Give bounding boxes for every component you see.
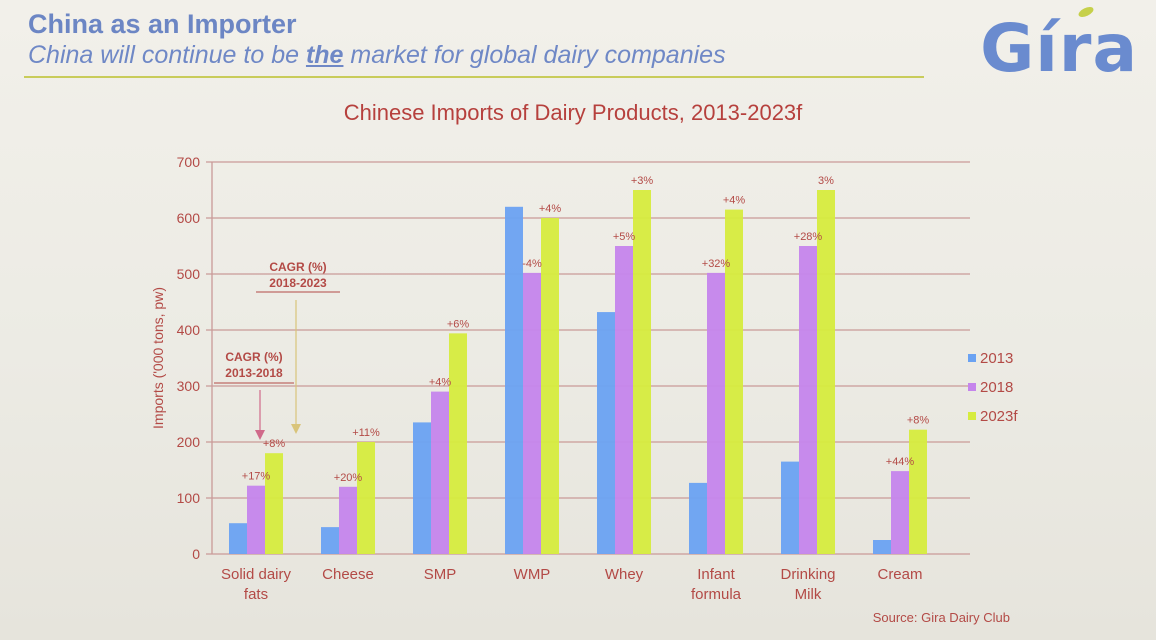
x-category-label: Cheese [322, 566, 374, 583]
chart-title: Chinese Imports of Dairy Products, 2013-… [343, 100, 803, 125]
bar-2013 [781, 461, 799, 554]
cagr-2018-2023-label: +3% [631, 175, 654, 187]
bar-2018 [247, 485, 265, 554]
cagr-2018-2023-label: +8% [263, 438, 286, 450]
bar-2013 [413, 422, 431, 554]
x-category-label: formula [691, 586, 742, 603]
bar-2013 [505, 206, 523, 555]
y-tick-label: 400 [177, 322, 201, 338]
legend-swatch-2013 [968, 354, 976, 362]
legend-label-2023f: 2023f [980, 408, 1018, 425]
bar-2023f [357, 442, 375, 554]
cagr-2013-2018-label: +20% [334, 472, 363, 484]
bar-2018 [339, 486, 357, 554]
bar-2018 [891, 471, 909, 554]
cagr-2018-2023-range: 2018-2023 [269, 276, 327, 290]
bar-2013 [873, 540, 891, 554]
bar-2018 [523, 272, 541, 554]
bar-2013 [597, 312, 615, 554]
legend-swatch-2023f [968, 412, 976, 420]
cagr-2018-2023-label: +8% [907, 415, 930, 427]
x-category-label: WMP [514, 566, 551, 583]
cagr-2013-2018-label: +5% [613, 231, 636, 243]
bar-2023f [909, 429, 927, 554]
x-category-label: fats [244, 586, 268, 603]
legend-swatch-2018 [968, 383, 976, 391]
legend-label-2013: 2013 [980, 350, 1013, 367]
x-category-label: Infant [697, 566, 735, 583]
bar-2023f [633, 190, 651, 554]
y-tick-label: 700 [177, 154, 201, 170]
gira-logo: Gíra [980, 10, 1138, 87]
cagr-2013-2018-arrowhead [255, 430, 265, 440]
cagr-2018-2023-label: +4% [723, 195, 746, 207]
bar-2013 [229, 523, 247, 554]
y-axis-label: Imports ('000 tons, pw) [150, 287, 166, 429]
cagr-2013-2018-label: -4% [522, 258, 542, 270]
x-category-label: Milk [795, 586, 822, 603]
cagr-2013-2018-label: +32% [702, 258, 731, 270]
subtitle-emphasis: the [305, 41, 344, 69]
subtitle-part-2: market for global dairy companies [343, 41, 726, 69]
bar-2013 [321, 527, 339, 554]
bar-2018 [615, 246, 633, 554]
x-category-label: Solid dairy [221, 566, 292, 583]
bar-2023f [541, 218, 559, 554]
cagr-2013-2018-label: +17% [242, 471, 271, 483]
x-category-label: Whey [605, 566, 644, 583]
bar-2018 [431, 391, 449, 554]
cagr-2018-2023-label: +6% [447, 318, 470, 330]
cagr-2013-2018-label: +44% [886, 456, 915, 468]
y-tick-label: 200 [177, 434, 201, 450]
y-tick-label: 100 [177, 490, 201, 506]
cagr-2018-2023-label: 3% [818, 175, 834, 187]
cagr-2013-2018-range: 2013-2018 [225, 366, 283, 380]
slide-title: China as an Importer [28, 9, 297, 39]
cagr-2013-2018-label: +4% [429, 377, 452, 389]
legend-label-2018: 2018 [980, 379, 1013, 396]
bar-2013 [689, 482, 707, 554]
cagr-2018-2023-arrowhead [291, 424, 301, 434]
slide-subtitle: China will continue to be the market for… [28, 40, 726, 70]
y-tick-label: 600 [177, 210, 201, 226]
bar-2023f [725, 209, 743, 554]
subtitle-part-1: China will continue to be [28, 41, 306, 69]
slide-header: China as an Importer China will continue… [28, 8, 726, 70]
x-category-label: SMP [424, 566, 457, 583]
bar-2023f [817, 190, 835, 554]
cagr-2018-2023-title: CAGR (%) [269, 260, 326, 274]
cagr-2013-2018-title: CAGR (%) [225, 350, 282, 364]
cagr-2018-2023-label: +4% [539, 203, 562, 215]
bar-2018 [799, 246, 817, 554]
y-tick-label: 0 [192, 546, 200, 562]
source-note: Source: Gira Dairy Club [872, 610, 1010, 625]
bar-2018 [707, 272, 725, 554]
x-category-label: Cream [877, 566, 922, 583]
header-divider [24, 76, 924, 78]
bar-2023f [449, 333, 467, 554]
y-tick-label: 500 [177, 266, 201, 282]
bar-2023f [265, 453, 283, 554]
cagr-2013-2018-label: +28% [794, 231, 823, 243]
y-tick-label: 300 [177, 378, 201, 394]
x-category-label: Drinking [780, 566, 835, 583]
cagr-2018-2023-label: +11% [352, 427, 380, 439]
